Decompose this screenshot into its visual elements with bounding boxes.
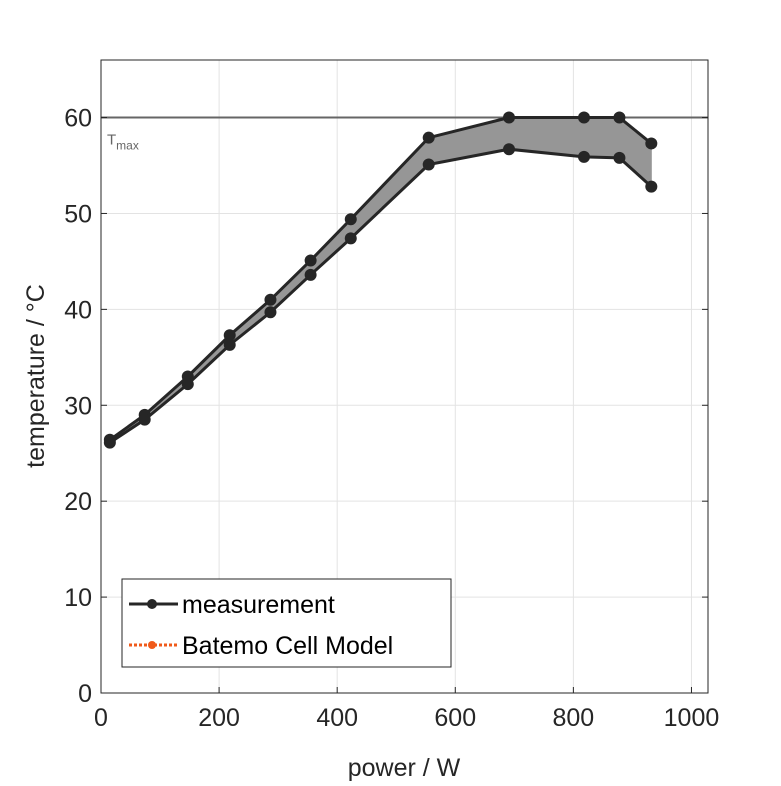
legend: measurement Batemo Cell Model xyxy=(121,578,452,668)
measurement-point-lower xyxy=(264,306,277,319)
plot-box xyxy=(100,59,709,694)
measurement-point-lower xyxy=(223,338,236,351)
measurement-point-upper xyxy=(422,131,435,144)
y-tick-label: 20 xyxy=(64,488,92,516)
y-tick-label: 30 xyxy=(64,392,92,420)
y-tick-label: 60 xyxy=(64,105,92,133)
measurement-point-upper xyxy=(223,329,236,342)
y-tick-label: 10 xyxy=(64,584,92,612)
tmax-label: Tmax xyxy=(107,132,139,153)
x-tick-label: 200 xyxy=(198,704,240,732)
measurement-point-lower xyxy=(181,378,194,391)
y-axis-label: temperature / °C xyxy=(22,284,50,468)
measurement-point-lower xyxy=(422,158,435,171)
legend-label-batemo: Batemo Cell Model xyxy=(182,632,393,660)
x-axis-label: power / W xyxy=(348,754,461,781)
x-tick-label: 0 xyxy=(94,704,108,732)
axes: 0 200 400 600 800 1000 0 10 20 30 40 50 60 xyxy=(64,59,720,732)
x-tick-label: 1000 xyxy=(664,704,720,732)
data-marks xyxy=(103,111,658,449)
measurement-point-lower xyxy=(138,413,151,426)
y-tick-label: 0 xyxy=(78,680,92,708)
legend-marker-batemo xyxy=(148,641,156,649)
measurement-upper-line xyxy=(108,116,653,442)
x-tick-label: 600 xyxy=(434,704,476,732)
measurement-point-lower xyxy=(613,151,626,164)
measurement-band xyxy=(109,117,652,443)
legend-label-measurement: measurement xyxy=(182,591,335,619)
measurement-point-upper xyxy=(578,111,591,124)
measurement-point-lower xyxy=(304,268,317,281)
measurement-point-upper xyxy=(344,213,357,226)
measurement-point-lower xyxy=(645,180,658,193)
y-tick-label: 40 xyxy=(64,296,92,324)
measurement-point-upper xyxy=(613,111,626,124)
measurement-point-lower xyxy=(578,150,591,163)
legend-marker-measurement xyxy=(147,599,157,609)
measurement-point-lower xyxy=(344,232,357,245)
y-tick-label: 50 xyxy=(64,200,92,228)
measurement-point-upper xyxy=(304,254,317,267)
measurement-point-upper xyxy=(264,293,277,306)
x-tick-label: 400 xyxy=(316,704,358,732)
measurement-point-upper xyxy=(503,111,516,124)
measurement-point-lower xyxy=(103,436,116,449)
measurement-point-upper xyxy=(645,137,658,150)
measurement-point-lower xyxy=(503,143,516,156)
x-tick-label: 800 xyxy=(553,704,595,732)
